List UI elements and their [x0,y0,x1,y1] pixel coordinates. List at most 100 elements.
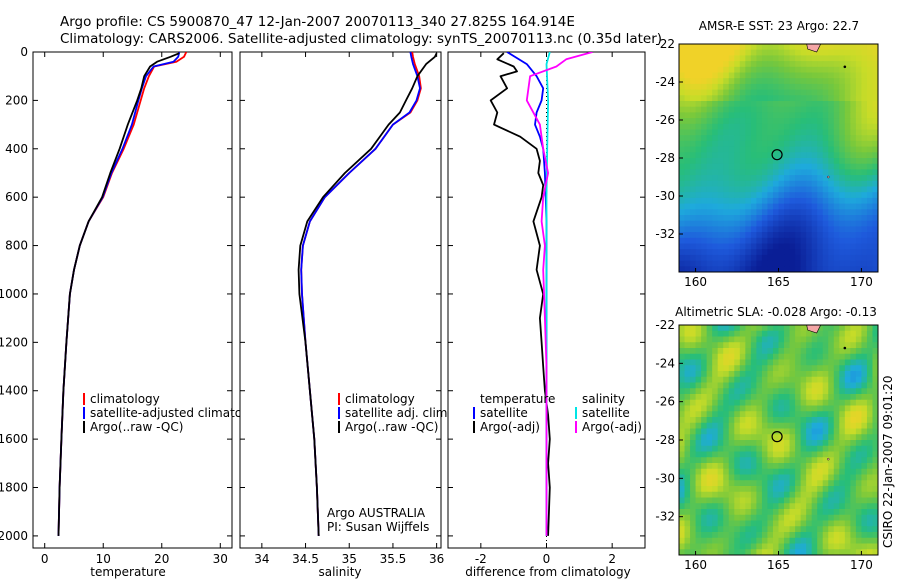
map-cell [861,249,868,256]
map-cell [728,249,735,256]
map-cell [822,382,829,389]
map-cell [811,336,818,343]
map-cell [739,382,746,389]
map-cell [756,336,763,343]
map-cell [806,353,813,361]
map-cell [850,520,857,527]
map-cell [712,169,719,176]
map-cell [695,365,702,372]
map-cell [828,249,835,256]
map-cell [811,232,818,239]
map-cell [817,451,824,458]
map-cell [784,266,791,272]
map-cell [778,497,785,504]
map-cell [861,468,868,476]
map-cell [739,526,746,533]
map-cell [695,330,702,338]
map-cell [701,118,708,125]
map-cell [866,118,874,125]
map-cell [855,215,863,222]
map-cell [844,254,851,262]
map-cell [772,359,780,366]
map-cell [767,158,774,165]
map-cell [701,526,708,533]
map-cell [806,342,813,349]
map-cell [778,158,785,165]
map-cell [811,365,818,372]
map-cell [817,474,824,481]
map-cell [739,112,746,119]
y-tick-label: 200 [5,93,28,107]
map-cell [712,249,719,256]
map-cell [734,266,741,272]
map-cell [795,486,802,493]
map-cell [679,266,686,272]
map-cell [833,260,840,267]
map-cell [844,55,851,62]
map-cell [795,359,802,366]
map-cell [861,353,868,361]
map-cell [679,61,686,68]
map-cell [795,226,802,233]
map-cell [728,243,735,250]
map-cell [844,44,851,51]
map-cell [822,220,829,227]
map-cell [850,66,857,74]
map-cell [850,405,857,412]
map-cell [844,365,851,372]
map-cell [712,237,719,245]
map-cell [800,514,807,522]
map-cell [734,135,741,142]
map-cell [706,140,713,148]
map-cell [734,237,741,245]
map-cell [861,509,868,516]
map-cell [761,203,769,210]
map-cell [806,537,813,545]
map-cell [844,101,851,108]
map-cell [806,457,813,464]
map-cell [844,243,851,250]
map-cell [789,336,796,343]
map-cell [844,503,851,510]
map-cell [739,451,746,458]
map-cell [844,169,851,176]
map-cell [695,135,702,142]
map-cell [800,146,807,153]
map-cell [861,44,868,51]
map-cell [811,514,818,522]
map-cell [739,428,746,435]
map-cell [767,72,774,79]
map-cell [679,95,686,102]
map-cell [690,49,697,56]
map-cell [750,463,757,470]
map-cell [723,226,730,233]
map-cell [756,371,763,378]
map-cell [855,422,863,430]
map-cell [684,411,691,418]
map-cell [839,101,846,108]
map-cell [684,197,691,205]
y-tick-label: 600 [5,190,28,204]
map-cell [739,457,746,464]
map-cell [690,129,697,136]
map-cell [717,220,724,227]
map-cell [767,44,774,51]
map-cell [778,411,785,418]
map-cell [784,44,791,51]
map-cell [861,72,868,79]
map-cell [817,371,824,378]
map-cell [811,428,818,435]
map-cell [806,249,813,256]
map-cell [800,463,807,470]
map-cell [679,44,686,51]
map-cell [795,394,802,401]
map-cell [734,175,741,182]
map-cell [701,359,708,366]
map-cell [679,399,686,407]
map-cell [734,388,741,395]
map-cell [701,123,708,131]
map-cell [811,249,818,256]
map-cell [811,330,818,338]
map-cell [684,260,691,267]
map-cell [806,399,813,407]
